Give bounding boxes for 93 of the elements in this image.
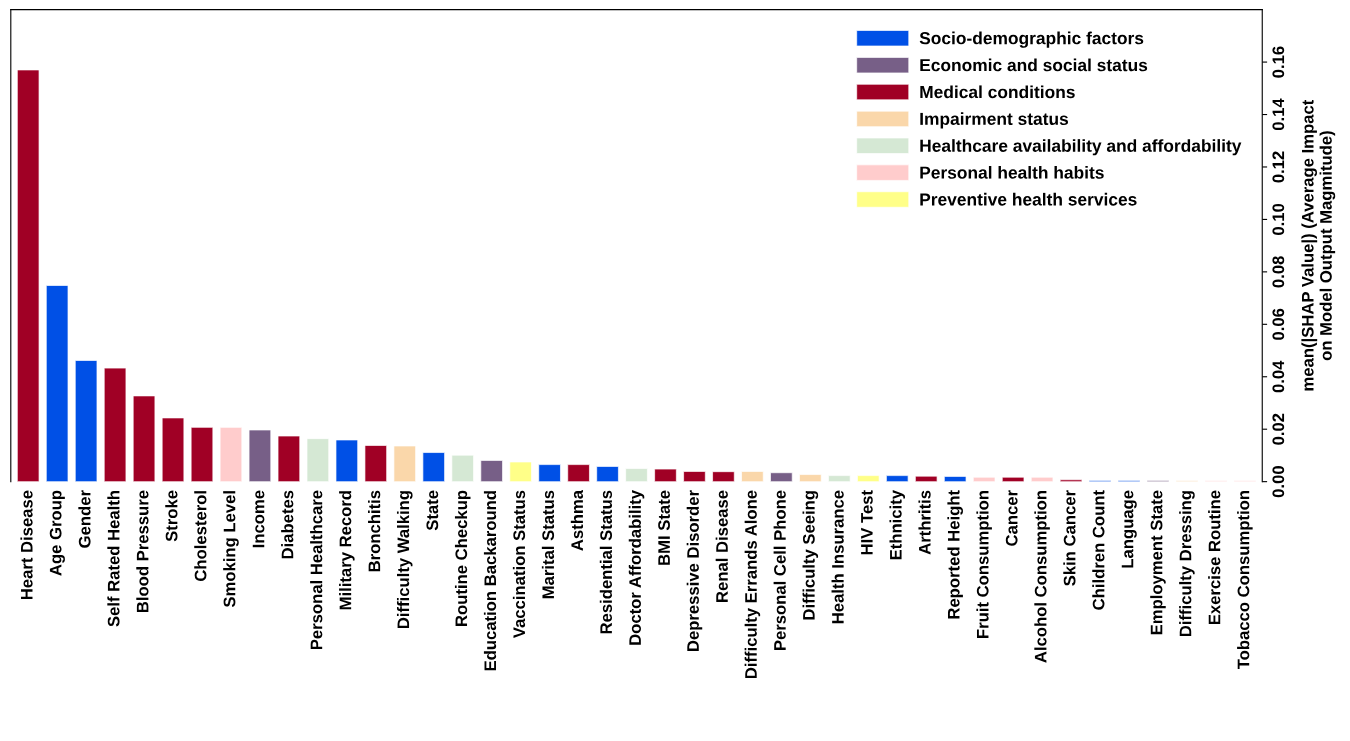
bar [219, 427, 243, 482]
x-tick-label: Gender [78, 490, 91, 548]
legend-label: Healthcare availability and affordability [920, 139, 1242, 156]
x-tick-label: Self Rated Health [107, 491, 120, 627]
y-tick-label: 0.08 [1272, 256, 1285, 288]
bar [625, 468, 648, 482]
x-tick-label: Diabetes [281, 490, 294, 559]
x-tick-label: Income [252, 490, 265, 548]
x-tick-label: Cancer [1005, 490, 1018, 546]
x-tick-label: Renal Disease [715, 490, 728, 602]
x-tick-label: Blood Pressure [136, 490, 149, 613]
y-tick-label: 0.16 [1272, 46, 1285, 78]
x-tick-label: Personal Cell Phone [773, 490, 786, 651]
x-tick-label: Bronchitis [368, 490, 381, 572]
x-tick-label: Education Backaround [483, 491, 497, 671]
x-tick-label: Stroke [165, 490, 178, 542]
x-tick-label: Health Insurance [831, 490, 844, 624]
x-tick-label: HIV Test [861, 490, 873, 555]
y-tick-label: 0.02 [1272, 413, 1285, 445]
y-tick-label: 0.10 [1272, 203, 1285, 235]
x-tick-label: Difficulty Walking [396, 491, 413, 629]
bar [190, 427, 214, 482]
x-tick-label: Personal Healthcare [310, 490, 323, 650]
bar [770, 472, 793, 482]
x-tick-label: Heart Disease [20, 490, 33, 600]
bar [943, 476, 967, 482]
bar [654, 468, 677, 482]
x-tick-label: BMI State [658, 490, 670, 565]
bar [132, 395, 156, 482]
x-tick-label: Difficulty Dressing [1179, 491, 1195, 637]
x-tick-label: Cholesterol [194, 491, 207, 581]
bar [277, 435, 301, 482]
bar [335, 439, 359, 482]
bar [248, 429, 272, 482]
x-tick-label: Depressive Disorder [686, 490, 703, 651]
x-tick-label: Military Record [339, 491, 355, 610]
x-tick-label: Employment State [1150, 490, 1166, 635]
x-tick-label: Marital Status [541, 490, 555, 599]
bar [915, 475, 938, 482]
bar [857, 475, 880, 482]
x-tick-label: Ethnicity [889, 490, 906, 560]
x-tick-label: Smoking Level [223, 491, 239, 608]
bar [712, 471, 735, 482]
y-tick-label: 0.12 [1272, 151, 1285, 183]
x-tick-label: Exercise Routine [1208, 490, 1221, 625]
x-tick-label: Fruit Consumption [976, 491, 992, 638]
x-tick-label: Vaccination Status [512, 490, 526, 639]
bar [886, 475, 909, 482]
legend-label: Personal health habits [920, 166, 1104, 179]
bar [393, 445, 416, 482]
x-tick-label: State [426, 490, 439, 531]
bar [683, 471, 706, 482]
bar [161, 417, 185, 482]
x-tick-label: Tobacco Consumption [1237, 491, 1253, 670]
y-tick-label: 0.04 [1272, 360, 1285, 393]
bar [596, 466, 619, 482]
legend-label: Impairment status [920, 112, 1069, 129]
legend-label: Socio-demographic factors [919, 31, 1144, 48]
bar [799, 474, 822, 482]
legend-label: Economic and social status [920, 58, 1148, 72]
bar [103, 367, 127, 482]
y-axis-title: mean(|SHAP Value|) (Average Impact on Model Output Magmitude) [1301, 99, 1336, 391]
x-tick-label: Reported Height [947, 490, 963, 619]
x-tick-label: Age Group [49, 490, 65, 576]
x-tick-label: Difficulty Seeing [802, 491, 819, 620]
y-tick-label: 0.00 [1272, 466, 1285, 498]
bar [538, 464, 561, 482]
bar [16, 69, 40, 482]
bar [422, 452, 445, 482]
bar [567, 464, 590, 482]
x-tick-label: Skin Cancer [1063, 490, 1076, 586]
bar [74, 360, 98, 482]
bar [364, 445, 388, 482]
x-tick-label: Routine Checkup [454, 490, 471, 626]
bar [509, 461, 532, 482]
bar [741, 471, 764, 482]
x-tick-label: Doctor Affordability [628, 490, 645, 645]
bar [480, 460, 503, 482]
legend-label: Medical conditions [920, 85, 1075, 99]
x-tick-label: Residential Status [599, 490, 613, 634]
bar [45, 285, 69, 482]
x-tick-label: Alcohol Consumption [1034, 491, 1050, 663]
bar [451, 454, 474, 482]
x-tick-label: Children Count [1092, 490, 1105, 610]
x-tick-label: Arthritis [918, 490, 931, 555]
x-tick-label: Difficulty Errands Alone [744, 490, 761, 679]
y-tick-label: 0.14 [1272, 98, 1285, 131]
legend-label: Preventive health services [920, 192, 1137, 206]
x-tick-label: Language [1121, 490, 1137, 568]
x-tick-label: Asthma [570, 489, 584, 551]
bar [828, 475, 851, 482]
bar [306, 438, 330, 482]
y-tick-label: 0.06 [1272, 308, 1285, 340]
